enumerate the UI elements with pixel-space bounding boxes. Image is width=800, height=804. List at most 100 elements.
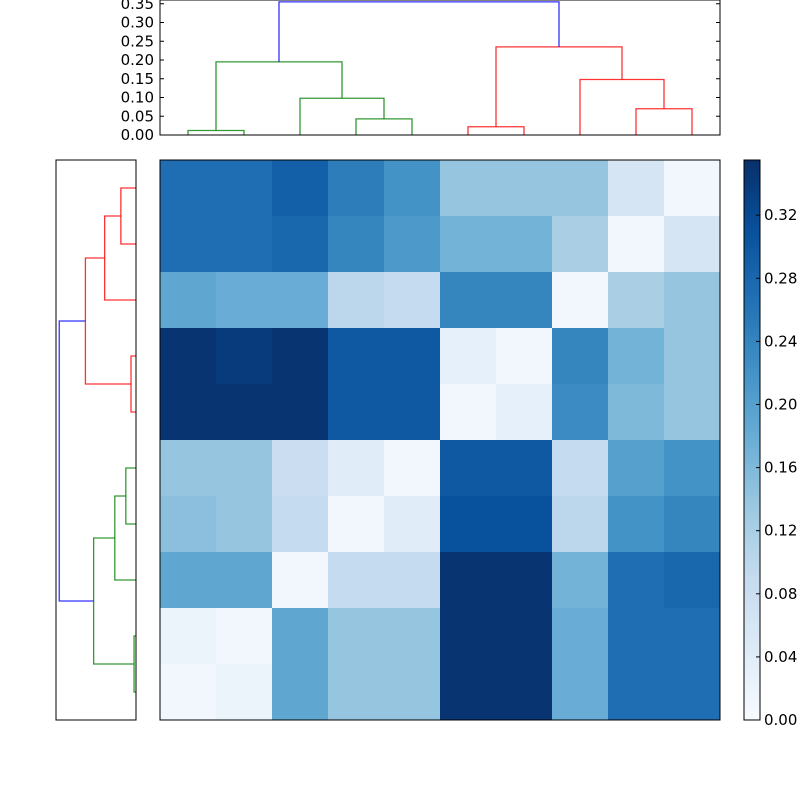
colorbar-segment [744, 612, 760, 617]
colorbar-segment [744, 576, 760, 581]
colorbar-segment [744, 236, 760, 241]
colorbar-segment [744, 196, 760, 201]
heatmap-cell [496, 440, 553, 497]
heatmap-cell [664, 664, 721, 721]
colorbar-segment [744, 600, 760, 605]
heatmap-cell [328, 496, 385, 553]
colorbar-segment [744, 492, 760, 497]
colorbar-segment [744, 368, 760, 373]
colorbar-segment [744, 712, 760, 717]
heatmap-cell [608, 552, 665, 609]
colorbar-tick-label: 0.16 [764, 459, 797, 477]
heatmap-cell [608, 328, 665, 385]
colorbar-segment [744, 476, 760, 481]
heatmap-cell [608, 160, 665, 217]
dendrogram-link [92, 537, 135, 665]
heatmap-cell [160, 608, 217, 665]
colorbar-segment [744, 716, 760, 721]
colorbar-segment [744, 348, 760, 353]
heatmap-cell [496, 384, 553, 441]
colorbar-segment [744, 288, 760, 293]
colorbar-segment [744, 232, 760, 237]
heatmap-cell [272, 216, 329, 273]
heatmap-cell [272, 608, 329, 665]
heatmap-cell [328, 552, 385, 609]
heatmap-cell [328, 272, 385, 329]
heatmap-cell [328, 328, 385, 385]
heatmap-cell [216, 496, 273, 553]
colorbar-segment [744, 580, 760, 585]
colorbar-segment [744, 552, 760, 557]
colorbar-segment [744, 364, 760, 369]
dendrogram-link [125, 467, 136, 525]
y-tick-label: 0.35 [121, 0, 154, 13]
colorbar-segment [744, 660, 760, 665]
colorbar-segment [744, 328, 760, 333]
colorbar-segment [744, 472, 760, 477]
heatmap-cell [216, 216, 273, 273]
heatmap-cell [384, 272, 441, 329]
heatmap-cell [496, 328, 553, 385]
colorbar-tick-label: 0.24 [764, 332, 797, 350]
heatmap-cell [552, 608, 609, 665]
heatmap-cell [664, 384, 721, 441]
heatmap-cell [608, 496, 665, 553]
colorbar-segment [744, 604, 760, 609]
colorbar-segment [744, 572, 760, 577]
colorbar-segment [744, 528, 760, 533]
heatmap-cell [384, 552, 441, 609]
colorbar-tick-label: 0.08 [764, 585, 797, 603]
dendrogram-link [278, 1, 560, 62]
colorbar-segment [744, 536, 760, 541]
colorbar-segment [744, 436, 760, 441]
colorbar-segment [744, 708, 760, 713]
colorbar-segment [744, 360, 760, 365]
colorbar-segment [744, 316, 760, 321]
colorbar-segment [744, 480, 760, 485]
heatmap-cell [608, 272, 665, 329]
colorbar-segment [744, 200, 760, 205]
heatmap-cell [384, 328, 441, 385]
colorbar-segment [744, 680, 760, 685]
colorbar-tick-label: 0.32 [764, 206, 797, 224]
heatmap [159, 159, 721, 721]
colorbar-segment [744, 220, 760, 225]
heatmap-cell [216, 328, 273, 385]
dendrogram-link [299, 97, 385, 135]
heatmap-cell [160, 664, 217, 721]
heatmap-cell [552, 664, 609, 721]
colorbar-segment [744, 264, 760, 269]
colorbar-segment [744, 568, 760, 573]
colorbar-segment [744, 244, 760, 249]
colorbar-segment [744, 628, 760, 633]
heatmap-cell [328, 664, 385, 721]
dendrogram-link [84, 257, 132, 385]
dendrogram-link [467, 126, 525, 135]
dendrogram-link [579, 78, 665, 135]
colorbar-segment [744, 548, 760, 553]
y-tick-label: 0.10 [121, 89, 154, 107]
colorbar-segment [744, 428, 760, 433]
heatmap-cell [552, 440, 609, 497]
colorbar-segment [744, 356, 760, 361]
heatmap-cell [664, 160, 721, 217]
colorbar-segment [744, 160, 760, 165]
heatmap-frame [159, 159, 721, 721]
heatmap-cell [608, 384, 665, 441]
colorbar-segment [744, 524, 760, 529]
colorbar-segment [744, 636, 760, 641]
heatmap-cell [328, 384, 385, 441]
heatmap-cell [328, 608, 385, 665]
colorbar-segment [744, 592, 760, 597]
y-tick-label: 0.20 [121, 51, 154, 69]
heatmap-cell [160, 384, 217, 441]
colorbar-segment [744, 460, 760, 465]
y-tick-label: 0.15 [121, 70, 154, 88]
colorbar-segment [744, 240, 760, 245]
colorbar-segment [744, 352, 760, 357]
dendrogram-link [215, 61, 343, 131]
heatmap-cell [664, 272, 721, 329]
colorbar-segment [744, 508, 760, 513]
heatmap-cell [272, 664, 329, 721]
colorbar-segment [744, 700, 760, 705]
